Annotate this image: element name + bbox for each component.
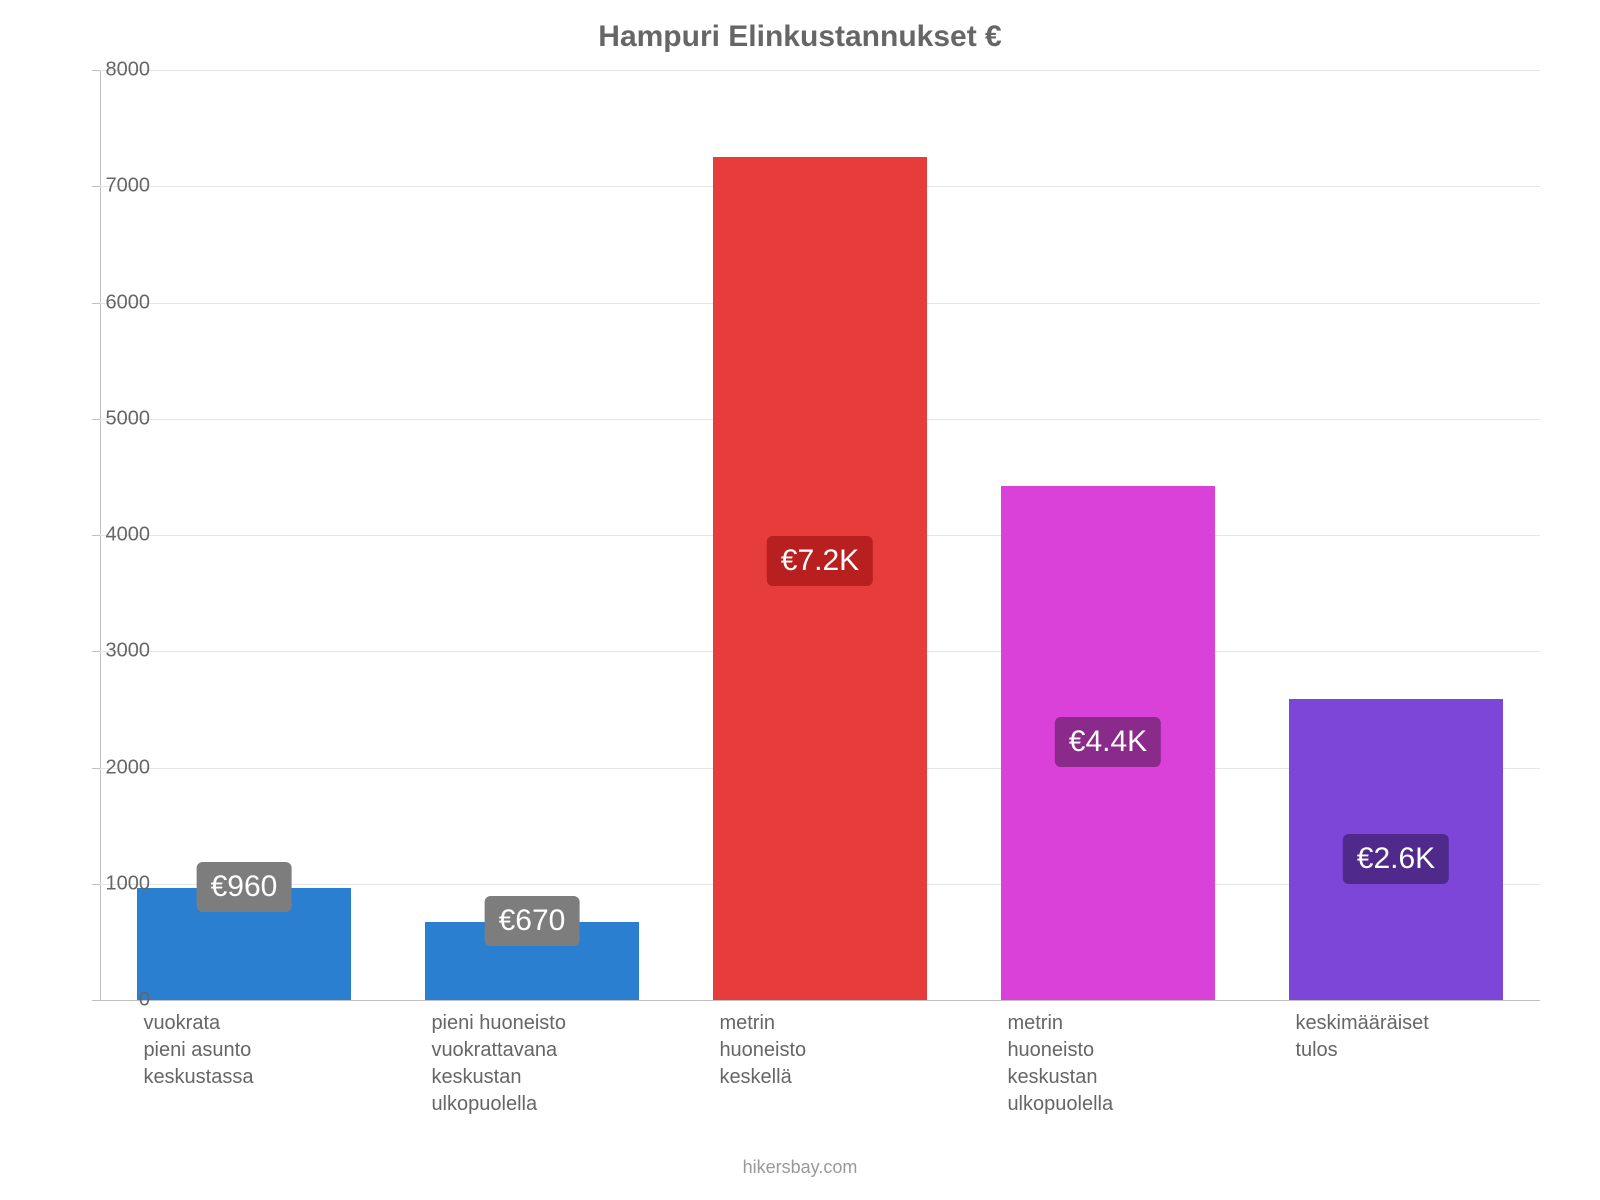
y-tick-label: 7000	[90, 175, 150, 198]
y-tick-label: 6000	[90, 291, 150, 314]
grid-line	[100, 70, 1540, 71]
y-tick-label: 1000	[90, 872, 150, 895]
y-tick-label: 3000	[90, 640, 150, 663]
bar-value-label: €7.2K	[767, 536, 873, 586]
y-tick-label: 0	[90, 989, 150, 1012]
y-tick-label: 5000	[90, 407, 150, 430]
y-tick-label: 2000	[90, 756, 150, 779]
x-axis-label: keskimääräisettulos	[1295, 1010, 1496, 1064]
attribution-text: hikersbay.com	[0, 1157, 1600, 1178]
plot-area: €960 €670 €7.2K €4.4K €2.6K	[100, 70, 1540, 1000]
bar-value-label: €960	[197, 862, 292, 912]
bar-value-label: €2.6K	[1343, 834, 1449, 884]
x-axis-label: metrinhuoneistokeskustanulkopuolella	[1007, 1010, 1208, 1118]
bar-value-label: €4.4K	[1055, 717, 1161, 767]
y-tick-label: 4000	[90, 524, 150, 547]
chart-title: Hampuri Elinkustannukset €	[0, 20, 1600, 54]
x-axis-baseline	[100, 1000, 1540, 1001]
y-tick-label: 8000	[90, 59, 150, 82]
x-axis-label: pieni huoneistovuokrattavanakeskustanulk…	[431, 1010, 632, 1118]
chart-container: Hampuri Elinkustannukset € €960 €670 €7.2K…	[0, 0, 1600, 1200]
bar-value-label: €670	[485, 896, 580, 946]
x-axis-label: metrinhuoneistokeskellä	[719, 1010, 920, 1091]
x-axis-label: vuokratapieni asuntokeskustassa	[143, 1010, 344, 1091]
